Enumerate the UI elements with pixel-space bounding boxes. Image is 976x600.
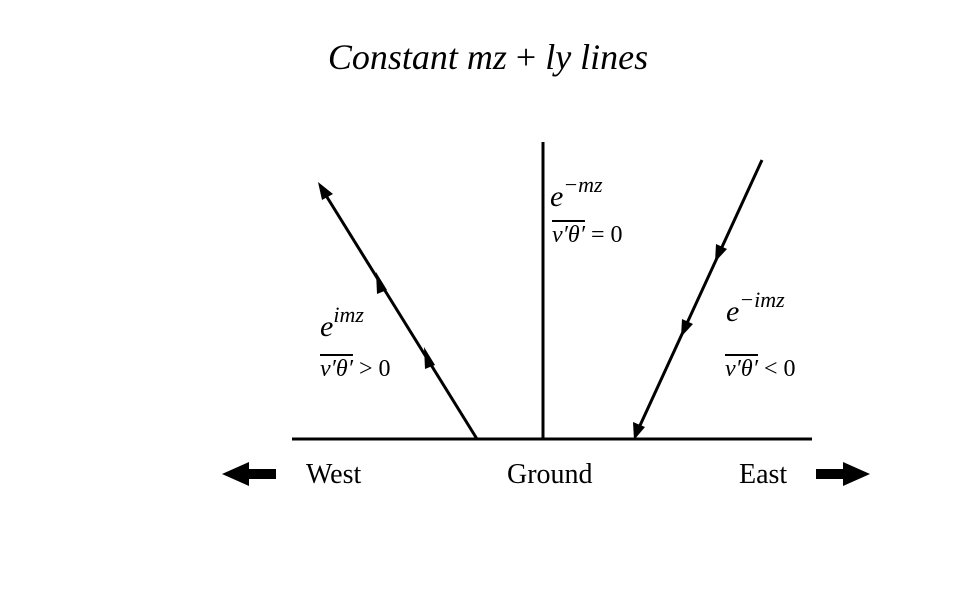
east-ray-mid-arrow-upper [715,244,727,262]
title-left: Constant mz [327,37,507,77]
east-label: East [739,459,788,490]
west-ray-tip-arrow [318,182,333,200]
east-exp-sup: −imz [739,287,785,312]
west-exp-label: eimz [320,300,364,342]
west-ray-mid-arrow-upper [376,272,387,294]
east-flux-var: v′θ′ [725,356,758,382]
east-exp-base: e [726,295,740,328]
center-flux-var: v′θ′ [552,222,585,248]
east-ray-tip-arrow [633,422,645,440]
west-exp-sup: imz [333,302,364,327]
ground-label: Ground [507,459,593,490]
west-flux-rel: > 0 [358,356,391,382]
east-ray [635,159,764,433]
center-exp-label: e−mz [550,170,603,212]
east-arrow-icon [816,462,870,486]
west-label: West [306,459,362,490]
west-ray [320,188,479,440]
east-ray-mid-arrow-lower [681,319,693,337]
east-exp-label: e−imz [726,285,785,327]
diagram-title: Constant mz + ly lines [0,36,976,78]
west-flux-var: v′θ′ [320,356,353,382]
center-exp-sup: −mz [563,172,603,197]
east-flux-rel: < 0 [763,356,796,382]
center-flux-label: v′θ′ = 0 [552,222,623,249]
west-exp-base: e [320,310,334,343]
title-plus: + [515,37,537,77]
center-exp-base: e [550,180,564,213]
title-right: ly lines [545,37,649,77]
center-flux-rel: = 0 [590,222,623,248]
west-ray-mid-arrow-lower [424,347,435,369]
west-flux-label: v′θ′ > 0 [320,356,391,383]
east-flux-label: v′θ′ < 0 [725,356,796,383]
west-arrow-icon [222,462,276,486]
